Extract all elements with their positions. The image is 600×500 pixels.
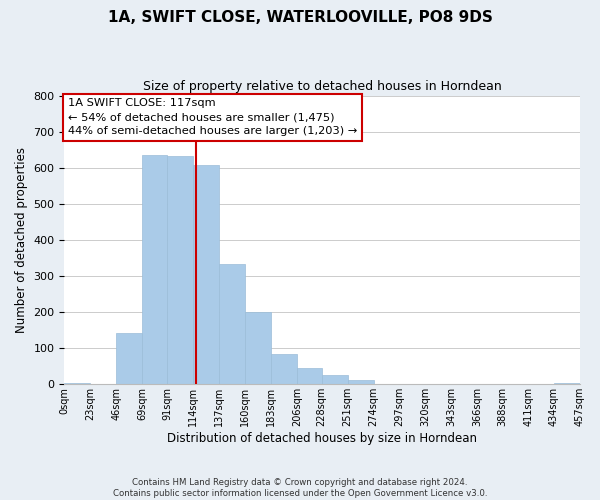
Text: 1A, SWIFT CLOSE, WATERLOOVILLE, PO8 9DS: 1A, SWIFT CLOSE, WATERLOOVILLE, PO8 9DS [107,10,493,25]
Bar [64,383,91,384]
Bar [297,368,322,384]
Bar [219,264,245,384]
X-axis label: Distribution of detached houses by size in Horndean: Distribution of detached houses by size … [167,432,477,445]
Y-axis label: Number of detached properties: Number of detached properties [15,147,28,333]
Bar [245,312,271,384]
Bar [322,374,347,384]
Text: 1A SWIFT CLOSE: 117sqm
← 54% of detached houses are smaller (1,475)
44% of semi-: 1A SWIFT CLOSE: 117sqm ← 54% of detached… [68,98,357,136]
Bar [347,380,374,384]
Bar [554,383,580,384]
Bar [167,156,193,384]
Title: Size of property relative to detached houses in Horndean: Size of property relative to detached ho… [143,80,502,93]
Bar [116,332,142,384]
Bar [271,354,297,384]
Bar [142,155,167,384]
Text: Contains HM Land Registry data © Crown copyright and database right 2024.
Contai: Contains HM Land Registry data © Crown c… [113,478,487,498]
Bar [193,165,219,384]
